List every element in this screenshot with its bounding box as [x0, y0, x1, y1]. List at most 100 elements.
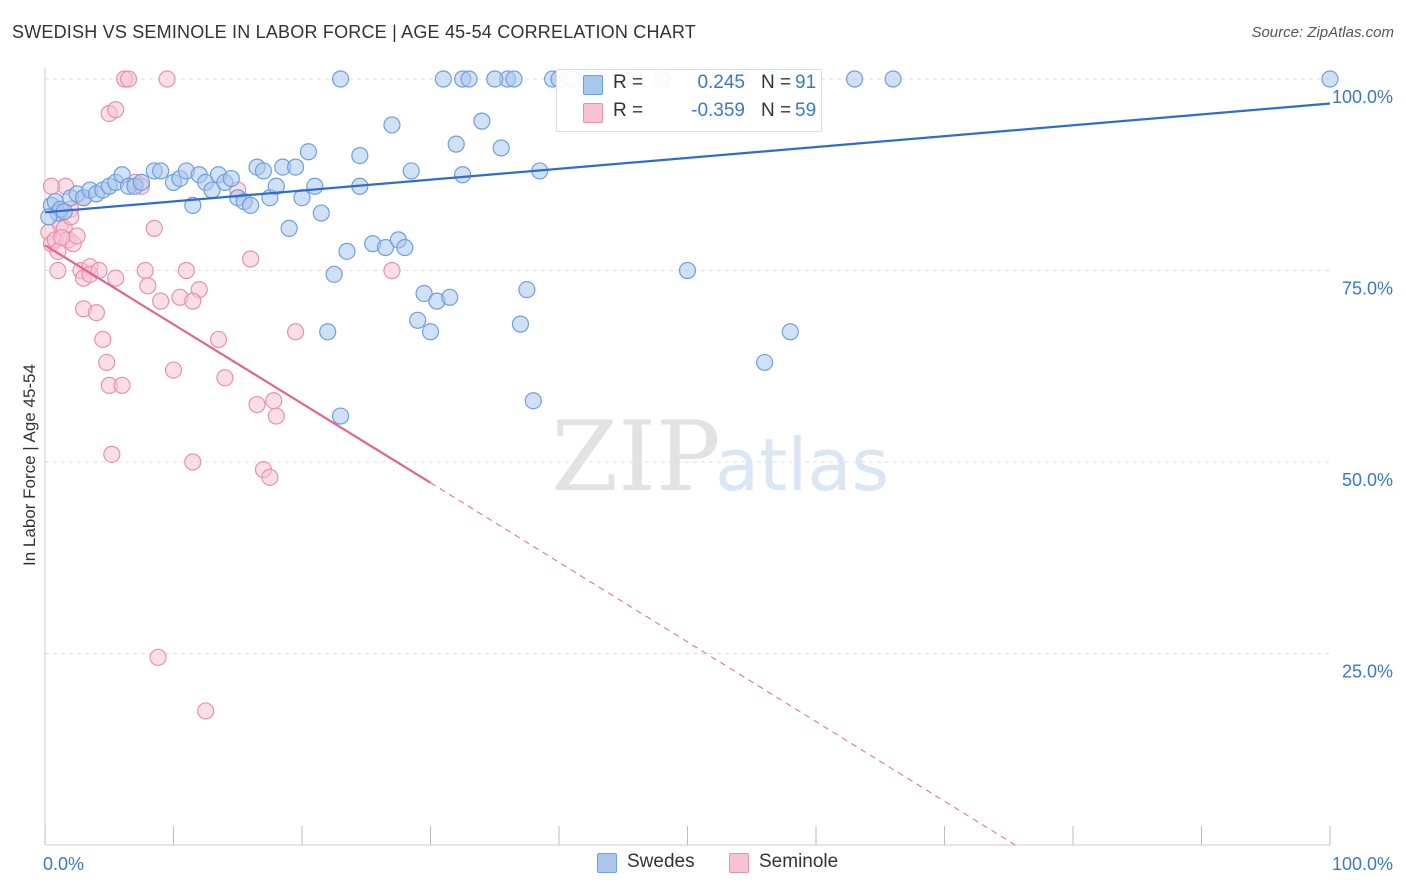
legend-r-label: R = [613, 100, 644, 121]
swedes-point [351, 147, 369, 165]
swedes-point [441, 288, 459, 306]
swedes-point [845, 70, 864, 88]
seminole-point [152, 292, 170, 310]
watermark-atlas: atlas [715, 423, 889, 507]
swedes-point [402, 162, 420, 180]
swedes-point [409, 311, 427, 329]
seminole-point [87, 304, 106, 322]
swedes-point [524, 392, 542, 410]
swedes-point [293, 189, 311, 207]
seminole-point [265, 392, 283, 410]
y-tick-label: 100.0% [1332, 87, 1393, 107]
seminole-point [164, 361, 183, 379]
swedes-point [518, 281, 536, 299]
legend-r-label: R = [613, 72, 644, 93]
swedes-point [280, 219, 298, 237]
seminole-legend-label: Seminole [759, 851, 839, 872]
seminole-point [113, 376, 131, 394]
swedes-point [325, 265, 343, 283]
axis-layer [44, 68, 1331, 846]
seminole-point [139, 277, 157, 295]
swedes-point [511, 315, 530, 333]
swedes-point [222, 169, 240, 188]
swedes-point [678, 261, 697, 280]
swedes-point [1321, 70, 1339, 88]
legend-n-label: N = [761, 72, 792, 93]
seminole-point [216, 369, 234, 387]
source-note: Source: ZipAtlas.com [1251, 24, 1394, 41]
watermark: ZIP atlas [551, 401, 889, 513]
swedes-point [254, 162, 273, 180]
legend-r-value: 0.245 [697, 72, 745, 93]
seminole-point [383, 261, 401, 280]
seminole-point [261, 468, 279, 486]
swedes-swatch [583, 75, 603, 95]
tick-label-layer: 25.0% 50.0% 75.0% 100.0% 0.0% 100.0% [43, 87, 1393, 874]
swedes-point [383, 116, 401, 134]
seminole-point [267, 407, 285, 425]
legend-r-value: -0.359 [691, 100, 745, 121]
swedes-point [454, 166, 472, 184]
watermark-zip: ZIP [551, 401, 720, 513]
seminole-trend-line [44, 244, 432, 484]
seminole-point [149, 648, 167, 666]
seminole-point [177, 261, 195, 280]
seminole-point [184, 292, 202, 310]
seminole-point [209, 330, 228, 349]
swedes-point [434, 70, 452, 88]
seminole-point [197, 702, 215, 720]
seminole-point [158, 70, 176, 88]
seminole-point [248, 395, 266, 414]
seminole-point [53, 228, 71, 247]
swedes-point [40, 208, 58, 226]
seminole-swatch [583, 103, 603, 123]
swedes-point [306, 177, 324, 195]
seminole-point [107, 269, 125, 287]
series-legend: Swedes Seminole [0, 851, 1406, 877]
x-tick-label-min: 0.0% [43, 854, 84, 874]
swedes-point [152, 162, 170, 180]
chart-title: SWEDISH VS SEMINOLE IN LABOR FORCE | AGE… [12, 22, 696, 42]
swedes-point [319, 323, 337, 341]
swedes-point [505, 70, 523, 88]
swedes-point [132, 173, 150, 192]
seminole-point [94, 330, 112, 349]
grid-layer [45, 78, 1330, 654]
swedes-point [755, 353, 774, 372]
swedes-point [376, 238, 395, 257]
seminole-point [286, 323, 305, 341]
swedes-point [286, 158, 305, 176]
swedes-point [312, 204, 330, 222]
swedes-point [299, 143, 318, 161]
swedes-point [242, 196, 260, 214]
seminole-legend-swatch [729, 853, 749, 873]
legend-n-value: 91 [795, 72, 817, 93]
legend-n-value: 59 [795, 100, 817, 121]
seminole-point [49, 261, 67, 280]
seminole-point [107, 101, 125, 119]
swedes-point [486, 70, 504, 88]
swedes-point [447, 135, 465, 153]
seminole-point [103, 445, 121, 463]
seminole-point [145, 219, 163, 237]
swedes-trend-line [44, 102, 1331, 214]
y-tick-label: 50.0% [1342, 470, 1393, 490]
y-tick-label: 75.0% [1342, 279, 1393, 299]
legend-n-label: N = [761, 100, 792, 121]
swedes-point [781, 323, 799, 341]
swedes-point [492, 139, 510, 157]
swedes-point [396, 238, 414, 257]
swedes-point [267, 177, 285, 195]
seminole-point [42, 177, 61, 195]
seminole-point [136, 261, 154, 280]
swedes-point [338, 242, 356, 260]
swedes-point [884, 70, 902, 88]
stats-legend: R = 0.245 N = 91 R = -0.359 N = 59 [556, 69, 822, 132]
seminole-point [98, 353, 116, 372]
seminole-point [68, 227, 86, 245]
swedes-point [473, 112, 491, 130]
swedes-point [460, 70, 478, 88]
swedes-point [421, 323, 440, 341]
swedes-point [415, 284, 433, 303]
